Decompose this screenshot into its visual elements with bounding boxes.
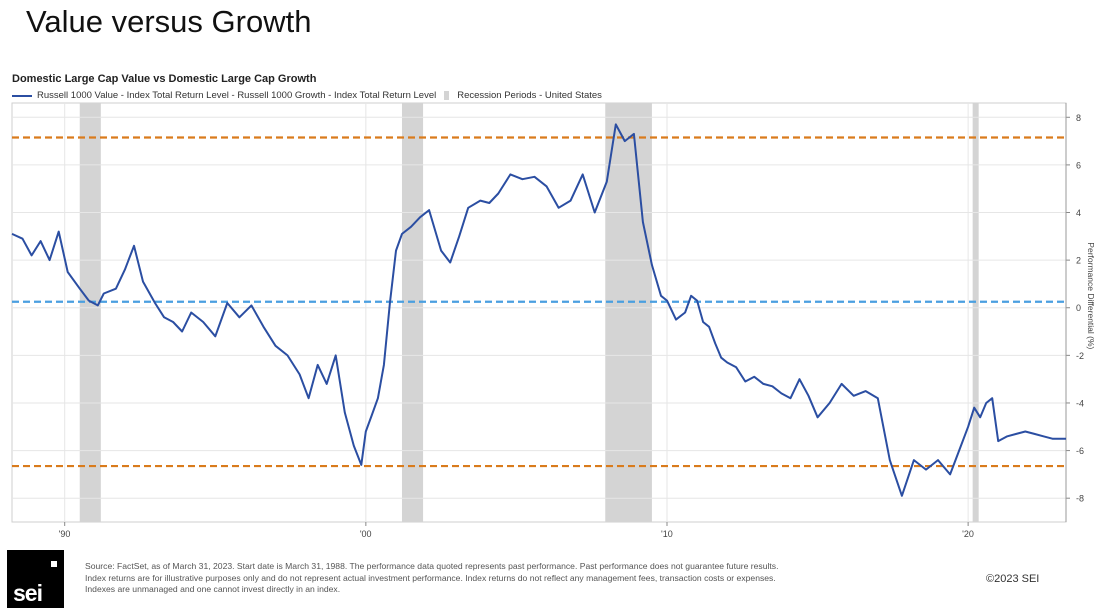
logo-dot-icon: [51, 561, 57, 567]
x-tick-label: '90: [59, 529, 71, 539]
plot-area: [11, 102, 1067, 523]
copyright: ©2023 SEI: [986, 573, 1040, 585]
series-line-1: [11, 123, 1066, 497]
chart-plot: -8 -6 -4 -2 0 2 4 6 8 '90 '00 '10 '20 Performance Dif…: [11, 102, 1096, 539]
chart-legend: Russell 1000 Value - Index Total Return …: [12, 90, 602, 101]
slide-title: Value versus Growth: [26, 4, 312, 39]
x-tick-label: '10: [661, 529, 673, 539]
y-tick-label: 4: [1076, 208, 1081, 218]
x-tick-label: '00: [360, 529, 372, 539]
source-note: Source: FactSet, as of March 31, 2023. S…: [85, 561, 935, 596]
legend-series-label: Russell 1000 Value - Index Total Return …: [37, 90, 437, 101]
x-tick-label: '20: [962, 529, 974, 539]
recession-band-1: [79, 103, 101, 522]
legend-recession-label: Recession Periods - United States: [457, 90, 602, 101]
source-line-2: Index returns are for illustrative purpo…: [85, 572, 776, 583]
y-tick-label: -2: [1076, 351, 1084, 361]
source-line-1: Source: FactSet, as of March 31, 2023. S…: [85, 561, 779, 571]
y-tick-label: 8: [1076, 113, 1081, 123]
chart-title: Domestic Large Cap Value vs Domestic Lar…: [12, 73, 317, 85]
recession-band-2: [401, 103, 424, 522]
y-tick-label: -8: [1076, 494, 1084, 504]
y-tick-label: 0: [1076, 303, 1081, 313]
logo-wordmark: sei: [13, 580, 43, 606]
legend-recession-swatch: [444, 91, 450, 100]
source-line-3: Indexes are unmanaged and one cannot inv…: [85, 584, 341, 594]
recession-band-3: [605, 103, 652, 522]
legend-series-line-swatch: [12, 94, 32, 97]
y-tick-label: 2: [1076, 256, 1081, 266]
sei-logo: sei: [7, 550, 64, 608]
recession-band-4: [972, 103, 979, 522]
y-tick-label: 6: [1076, 160, 1081, 170]
y-tick-label: -4: [1076, 398, 1084, 408]
y-axis-title: Performance Differential (%): [1086, 242, 1096, 349]
y-tick-label: -6: [1076, 446, 1084, 456]
